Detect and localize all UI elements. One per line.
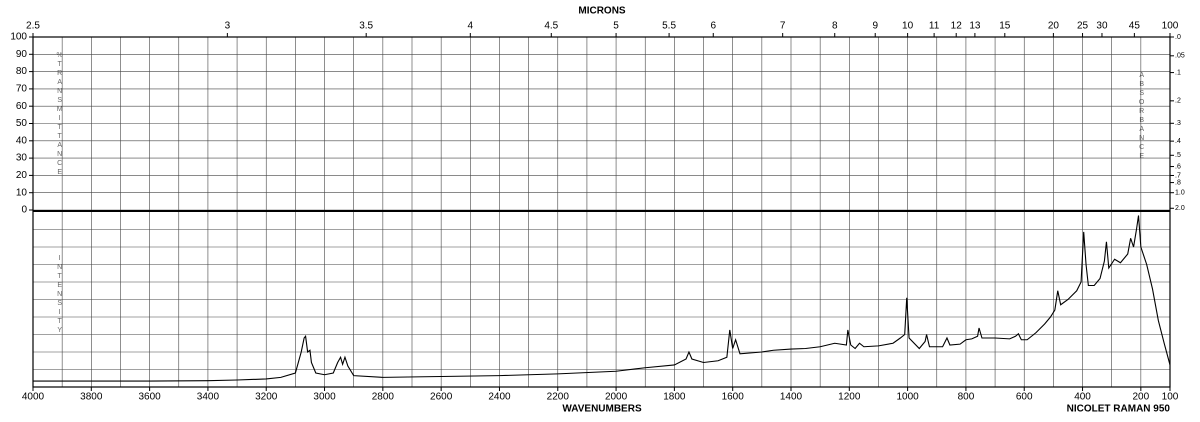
absorbance-label: ABSORBANCE (1138, 72, 1145, 162)
y2-tick-label: .5 (1175, 152, 1181, 159)
y-tick-label: 0 (21, 205, 27, 216)
x-tick-label: 1400 (780, 392, 803, 403)
x-tick-label: 800 (958, 392, 975, 403)
x-tick-label: 2200 (547, 392, 570, 403)
x2-tick-label: 9 (872, 21, 878, 32)
y-tick-label: 10 (16, 187, 28, 198)
x-tick-label: 3600 (138, 392, 161, 403)
y-tick-label: 90 (16, 49, 28, 60)
x-tick-label: 2600 (430, 392, 453, 403)
x2-tick-label: 5.5 (662, 21, 676, 32)
y2-tick-label: .0 (1175, 34, 1181, 41)
x2-tick-label: 12 (951, 21, 963, 32)
x2-tick-label: 100 (1162, 21, 1179, 32)
x-tick-label: 1800 (663, 392, 686, 403)
x-axis-title: WAVENUMBERS (562, 404, 642, 415)
y-tick-label: 60 (16, 101, 28, 112)
x2-tick-label: 3 (225, 21, 231, 32)
y2-tick-label: .4 (1175, 138, 1181, 145)
x2-tick-label: 3.5 (359, 21, 373, 32)
y2-tick-label: .05 (1175, 53, 1185, 60)
x2-tick-label: 7 (780, 21, 786, 32)
x-tick-label: 3800 (80, 392, 103, 403)
x-tick-label: 2000 (605, 392, 628, 403)
y-tick-label: 50 (16, 118, 28, 129)
intensity-label: INTENSITY (56, 255, 63, 336)
spectrum-line (33, 215, 1171, 382)
y2-tick-label: .6 (1175, 163, 1181, 170)
x2-tick-label: 4 (468, 21, 474, 32)
y-tick-label: 70 (16, 84, 28, 95)
y-tick-label: 40 (16, 135, 28, 146)
x-tick-label: 600 (1016, 392, 1033, 403)
x2-tick-label: 20 (1048, 21, 1060, 32)
x-tick-label: 4000 (22, 392, 45, 403)
transmittance-label: %TRANSMITTANCE (56, 52, 63, 178)
x2-tick-label: 30 (1096, 21, 1108, 32)
x-tick-label: 3000 (313, 392, 336, 403)
x-tick-label: 400 (1074, 392, 1091, 403)
y2-tick-label: 2.0 (1175, 205, 1185, 212)
x2-tick-label: 10 (902, 21, 914, 32)
x2-tick-label: 13 (969, 21, 981, 32)
y2-tick-label: 1.0 (1175, 190, 1185, 197)
y-tick-label: 30 (16, 153, 28, 164)
x2-tick-label: 5 (613, 21, 619, 32)
y-tick-label: 20 (16, 170, 28, 181)
y2-tick-label: .2 (1175, 98, 1181, 105)
x-tick-label: 2400 (488, 392, 511, 403)
x2-tick-label: 11 (929, 21, 940, 32)
x2-tick-label: 6 (710, 21, 716, 32)
x2-axis-title: MICRONS (578, 6, 626, 17)
x2-tick-label: 45 (1129, 21, 1141, 32)
y-tick-label: 100 (10, 32, 27, 43)
x-tick-label: 3200 (255, 392, 278, 403)
instrument-caption: NICOLET RAMAN 950 (1067, 404, 1171, 415)
y2-tick-label: .8 (1175, 179, 1181, 186)
y-tick-label: 80 (16, 66, 28, 77)
x-tick-label: 200 (1133, 392, 1150, 403)
x2-tick-label: 4.5 (544, 21, 558, 32)
x-tick-label: 1600 (722, 392, 745, 403)
x2-tick-label: 15 (999, 21, 1011, 32)
y2-tick-label: .1 (1175, 69, 1181, 76)
x2-tick-label: 8 (832, 21, 838, 32)
y2-tick-label: .7 (1175, 172, 1181, 179)
x2-tick-label: 25 (1077, 21, 1089, 32)
x-tick-label: 1000 (896, 392, 919, 403)
x-tick-label: 1200 (838, 392, 861, 403)
x-tick-label: 100 (1162, 392, 1179, 403)
x2-tick-label: 2.5 (26, 21, 40, 32)
x-tick-label: 2800 (372, 392, 395, 403)
y2-tick-label: .3 (1175, 120, 1181, 127)
x-tick-label: 3400 (197, 392, 220, 403)
